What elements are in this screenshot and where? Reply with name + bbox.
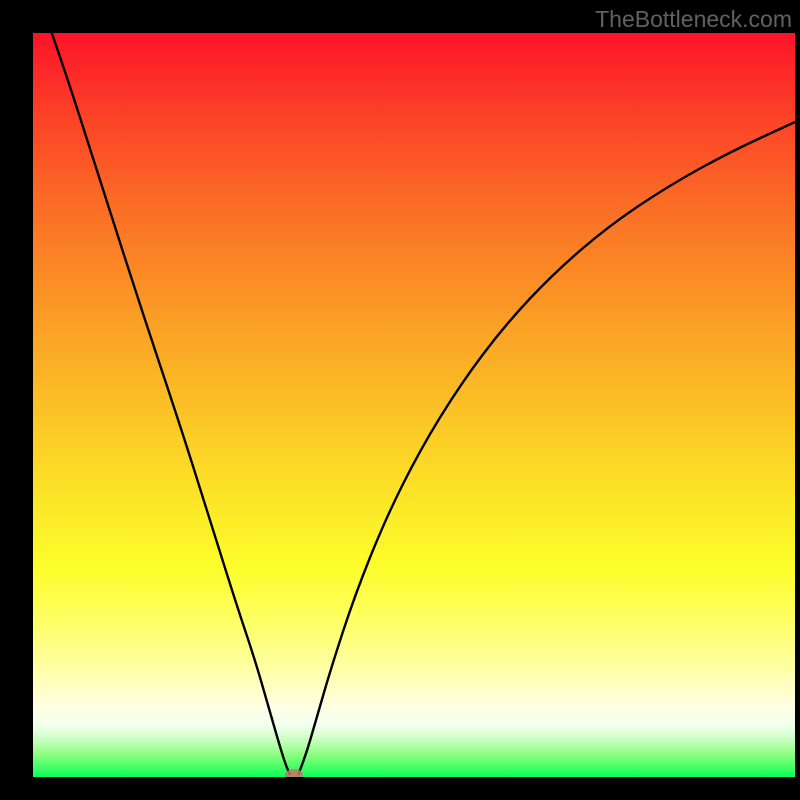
plot-area-gradient <box>33 33 795 777</box>
watermark-text: TheBottleneck.com <box>595 6 792 33</box>
chart-container: TheBottleneck.com <box>0 0 800 800</box>
bottleneck-chart <box>0 0 800 800</box>
